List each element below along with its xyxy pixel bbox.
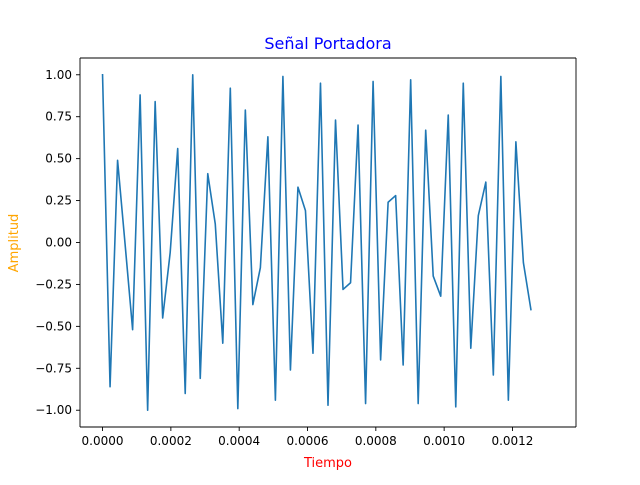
chart-title: Señal Portadora: [264, 34, 391, 53]
plot-area: 0.0000 0.0002 0.0004 0.0006 0.0008 0.0010 0.00…: [35, 57, 577, 448]
y-tick-label: 0.75: [45, 110, 72, 124]
x-tick-label: 0.0006: [287, 434, 329, 448]
x-tick-label: 0.0010: [423, 434, 465, 448]
x-tick-label: 0.0000: [82, 434, 124, 448]
y-tick-label: 0.50: [45, 152, 72, 166]
y-tick-label: −0.75: [35, 361, 72, 375]
series-line-0: [101, 73, 532, 412]
y-tick-label: 1.00: [45, 68, 72, 82]
x-axis-label: Tiempo: [303, 456, 352, 471]
y-axis-label: Amplitud: [7, 214, 22, 273]
x-tick-label: 0.0004: [218, 434, 260, 448]
y-tick-label: −0.25: [35, 277, 72, 291]
x-tick-label: 0.0002: [150, 434, 192, 448]
y-tick-label: 0.00: [45, 236, 72, 250]
x-tick-label: 0.0012: [491, 434, 533, 448]
y-tick-label: −1.00: [35, 403, 72, 417]
y-tick-label: −0.50: [35, 319, 72, 333]
y-tick-label: 0.25: [45, 194, 72, 208]
x-tick-label: 0.0008: [355, 434, 397, 448]
